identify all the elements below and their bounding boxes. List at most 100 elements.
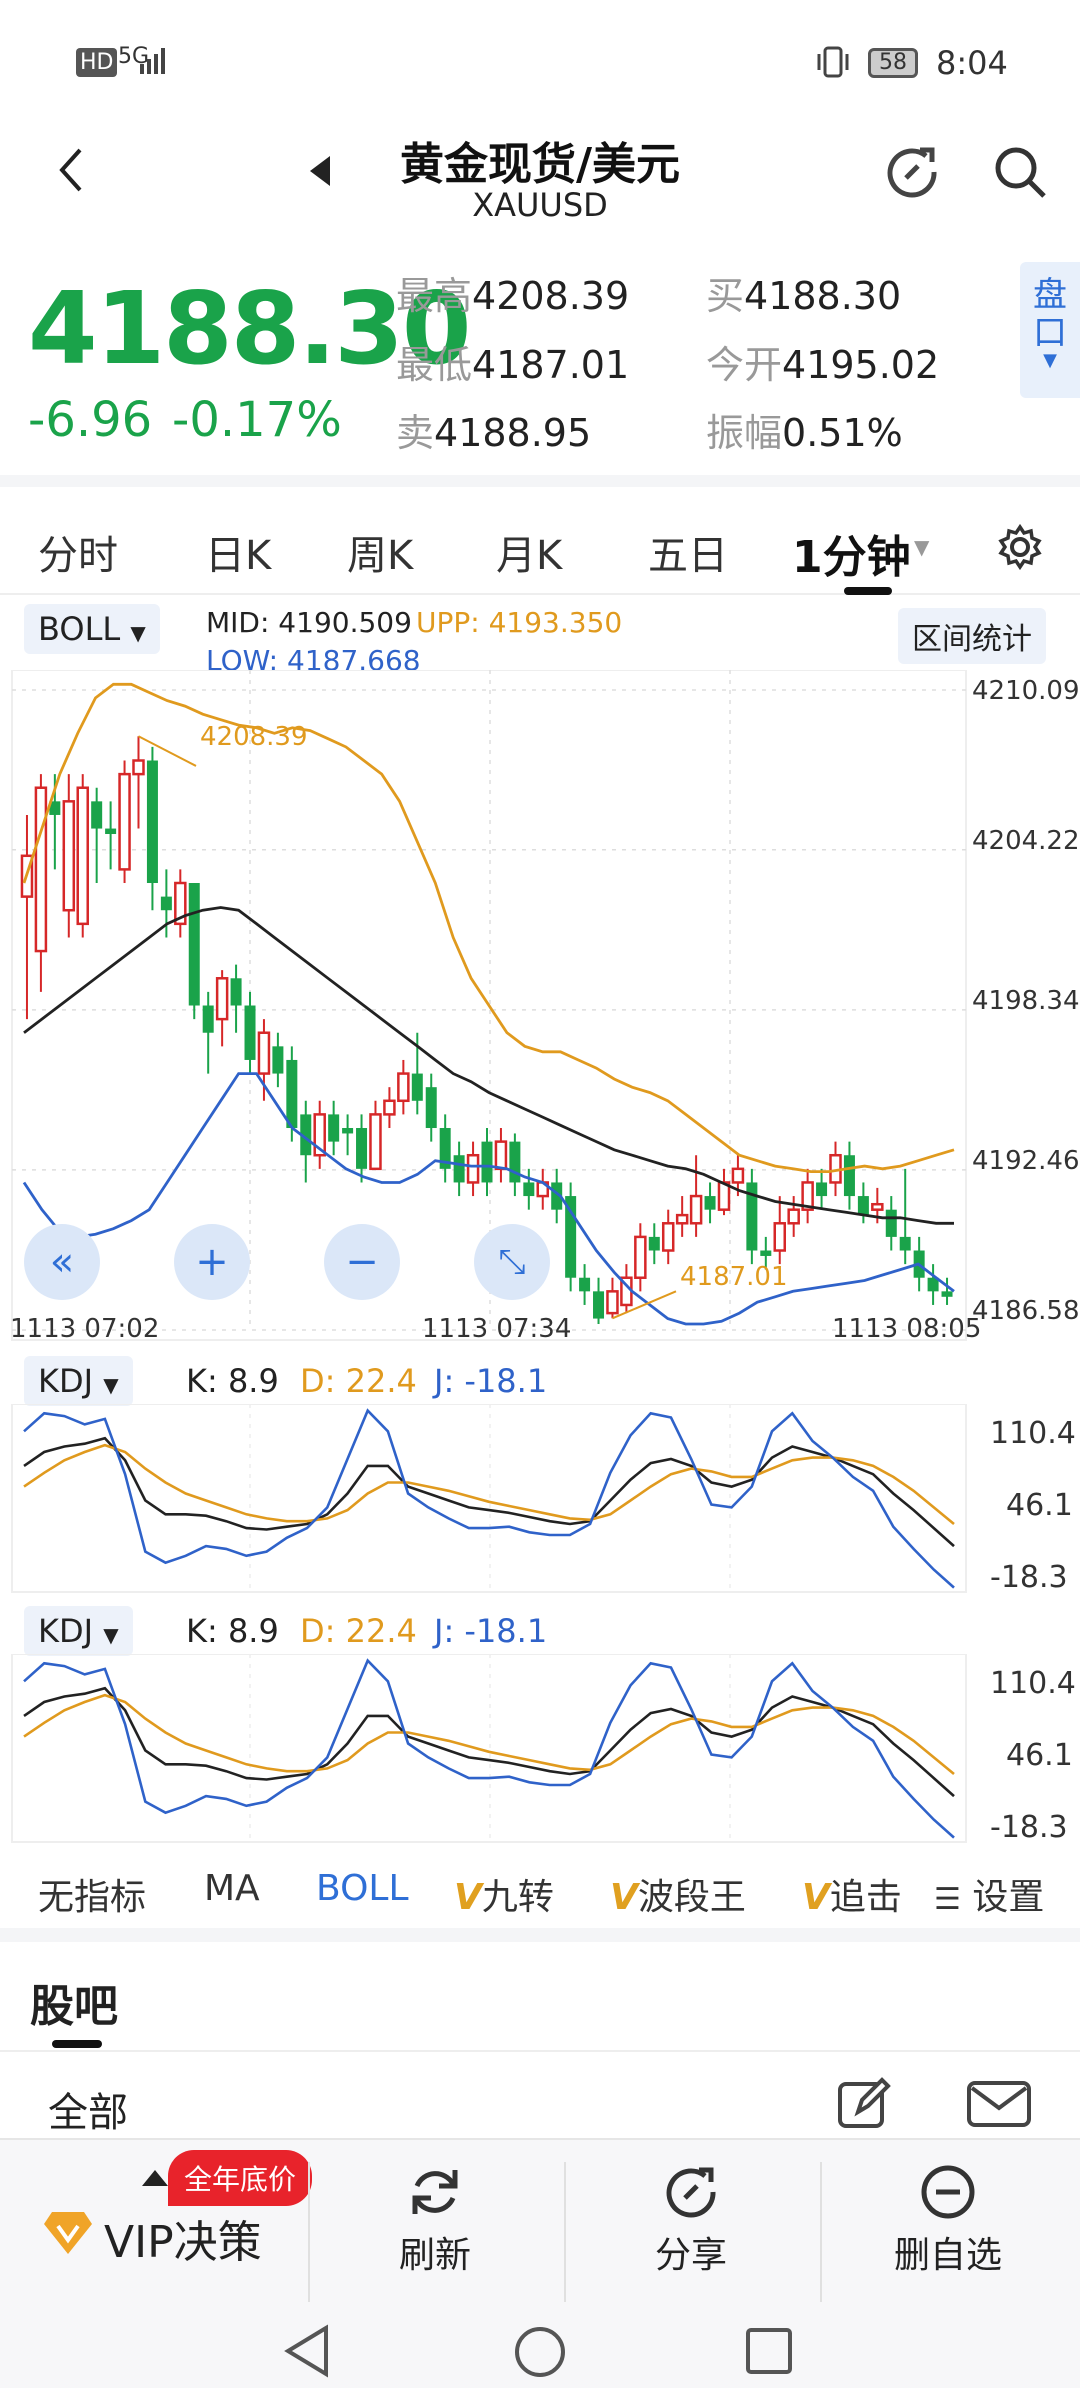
high-marker-line (138, 735, 197, 767)
tab-1min[interactable]: 1分钟 (792, 532, 911, 583)
kdj-y-tick: -18.3 (990, 1810, 1068, 1845)
indicator-jiuzhuan[interactable]: V九转 (454, 1868, 554, 1920)
tab-weekly-k[interactable]: 周K (347, 533, 414, 579)
indicator-ma[interactable]: MA (204, 1868, 260, 1909)
clock: 8:04 (936, 44, 1008, 82)
price-change: -6.96 (28, 392, 153, 448)
range-stats-button[interactable]: 区间统计 (898, 608, 1046, 664)
tab-monthly-k[interactable]: 月K (496, 533, 563, 579)
low-row: 最低4187.01 (396, 334, 629, 389)
kdj-k-line (23, 1436, 955, 1548)
filter-all[interactable]: 全部 (48, 2090, 128, 2136)
candle (927, 1264, 939, 1305)
triangle-left-icon[interactable] (308, 156, 332, 186)
candle (509, 1133, 521, 1197)
candle (579, 1264, 591, 1305)
vip-v-icon: V (454, 1877, 482, 1918)
scroll-left-button[interactable]: « (24, 1224, 100, 1300)
candle (675, 1196, 689, 1237)
nav-back-icon[interactable] (282, 2324, 332, 2378)
chevron-down-icon: ▼ (1043, 350, 1057, 371)
tab-dropdown-icon[interactable]: ▼ (914, 535, 930, 559)
y-tick: 4186.58 (972, 1296, 1080, 1326)
candle (439, 1114, 451, 1183)
boll-chip-label: BOLL (38, 610, 121, 648)
candle (760, 1236, 772, 1270)
candle (105, 801, 117, 870)
boll-indicator-chip[interactable]: BOLL ▼ (24, 604, 160, 654)
candle (300, 1100, 312, 1183)
candle (801, 1168, 814, 1224)
zoom-in-button[interactable]: + (174, 1224, 250, 1300)
chevron-down-icon: ▼ (103, 1373, 119, 1397)
kdj-chart-2[interactable] (0, 1654, 1080, 1844)
kdj-indicator-chip-2[interactable]: KDJ ▼ (24, 1606, 133, 1656)
candle (244, 991, 256, 1074)
boll-upp-line (22, 682, 955, 1174)
candle (787, 1196, 800, 1237)
candle (91, 787, 103, 884)
search-icon[interactable] (990, 142, 1050, 202)
back-icon[interactable] (56, 146, 86, 194)
kdj-d-value: D: 22.4 (300, 1362, 417, 1400)
kdj-y-tick: -18.3 (990, 1560, 1068, 1595)
refresh-button[interactable]: 刷新 (370, 2162, 500, 2278)
share-icon[interactable] (882, 142, 942, 202)
guba-tab-indicator (52, 2040, 102, 2048)
chevron-down-icon: ▼ (103, 1623, 119, 1647)
indicator-zhuiji[interactable]: V追击 (802, 1868, 924, 1920)
candlestick-chart[interactable] (0, 670, 1080, 1350)
candle (899, 1168, 911, 1265)
network-indicator: HD (76, 48, 118, 77)
tab-intraday[interactable]: 分时 (38, 533, 118, 579)
indicator-settings-button[interactable]: ☰ 设置 (930, 1868, 1045, 1920)
chart-frame (11, 670, 967, 1341)
candle (34, 774, 48, 992)
amplitude-label: 振幅 (706, 411, 783, 455)
candle (20, 814, 34, 1020)
remove-watchlist-button[interactable]: 删自选 (878, 2162, 1018, 2278)
low-value: 4187.01 (472, 343, 630, 387)
minus-circle-icon (921, 2165, 975, 2219)
kdj-j-line (23, 1408, 955, 1589)
nav-recents-icon[interactable] (744, 2326, 794, 2376)
divider (0, 2050, 1080, 2052)
edit-post-icon[interactable] (836, 2076, 892, 2132)
kdj-j-value: J: -18.1 (434, 1612, 548, 1650)
nav-home-icon[interactable] (512, 2324, 568, 2380)
high-label: 最高 (396, 274, 473, 318)
vip-decision-button[interactable]: VIP决策 (104, 2217, 262, 2268)
y-tick: 4198.34 (972, 986, 1080, 1016)
tab-daily-k[interactable]: 日K (205, 533, 272, 579)
message-icon[interactable] (966, 2080, 1032, 2128)
settings-gear-icon[interactable] (996, 523, 1044, 571)
fullscreen-button[interactable]: ⤡ (474, 1224, 550, 1300)
share-button[interactable]: 分享 (626, 2162, 756, 2278)
indicator-zhuiji-label: 追击 (829, 1877, 902, 1918)
kdj-chip-label: KDJ (38, 1362, 94, 1400)
refresh-icon (412, 2170, 458, 2214)
indicator-boll[interactable]: BOLL (316, 1868, 409, 1909)
page-title: 黄金现货/美元 (399, 139, 681, 190)
candle (857, 1182, 869, 1224)
candle (717, 1168, 731, 1216)
kdj-d-value: D: 22.4 (300, 1612, 417, 1650)
kdj-k-line (23, 1686, 955, 1798)
candle (551, 1168, 563, 1224)
kdj-y-tick: 46.1 (1006, 1738, 1073, 1773)
tab-five-day[interactable]: 五日 (648, 533, 728, 579)
indicator-boduanwang[interactable]: V波段王 (610, 1868, 746, 1920)
zoom-out-button[interactable]: − (324, 1224, 400, 1300)
candle (369, 1100, 382, 1171)
kdj-indicator-chip[interactable]: KDJ ▼ (24, 1356, 133, 1406)
indicator-settings-label: 设置 (972, 1877, 1045, 1918)
pankou-button[interactable]: 盘口 ▼ (1020, 262, 1080, 398)
candle (746, 1168, 758, 1265)
kdj-chart[interactable] (0, 1404, 1080, 1594)
candle (188, 883, 200, 1020)
candle (704, 1182, 716, 1224)
open-label: 今开 (706, 343, 783, 387)
indicator-none[interactable]: 无指标 (38, 1877, 147, 1918)
x-tick: 1113 08:05 (832, 1314, 982, 1344)
kdj-y-tick: 110.4 (990, 1416, 1076, 1451)
